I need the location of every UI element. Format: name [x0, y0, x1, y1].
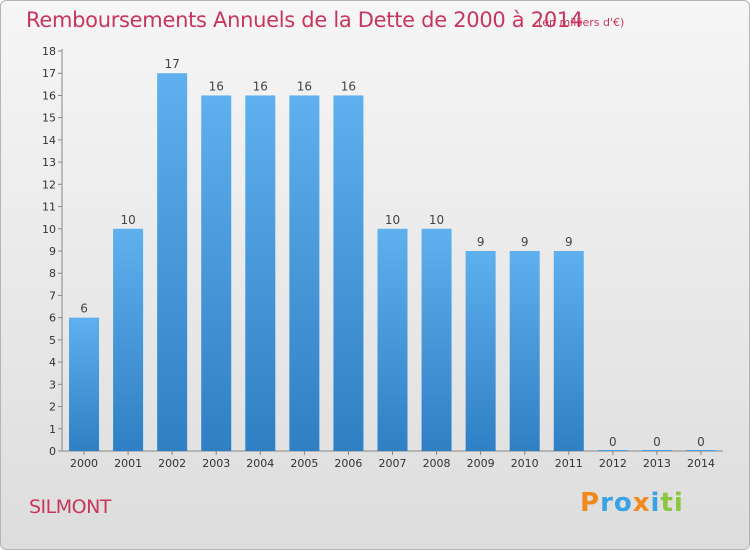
x-tick-label: 2007	[379, 457, 407, 470]
town-name: SILMONT	[29, 496, 111, 518]
bar	[113, 228, 144, 451]
chart-title: Remboursements Annuels de la Dette de 20…	[26, 8, 583, 32]
y-tick-label: 17	[42, 67, 56, 80]
y-tick-label: 2	[49, 401, 56, 414]
chart-subtitle: (en milliers d'€)	[538, 16, 625, 29]
bar	[69, 317, 100, 451]
bar	[289, 95, 320, 451]
logo-letter: i	[650, 488, 661, 518]
bar-value-label: 10	[385, 213, 400, 227]
x-tick-label: 2006	[334, 457, 362, 470]
bar	[157, 73, 188, 451]
logo-letter: P	[580, 488, 601, 518]
x-tick-label: 2004	[246, 457, 274, 470]
logo-letter: i	[673, 488, 684, 518]
bar	[421, 228, 452, 451]
bar-value-label: 9	[477, 235, 485, 249]
bar-value-label: 6	[80, 302, 88, 316]
logo-letter: t	[660, 488, 674, 518]
x-tick-label: 2002	[158, 457, 186, 470]
bar	[333, 95, 364, 451]
y-tick-label: 14	[42, 134, 56, 147]
x-tick-label: 2011	[555, 457, 583, 470]
y-tick-label: 9	[49, 245, 56, 258]
bar-value-label: 17	[165, 57, 180, 71]
bar-value-label: 16	[253, 79, 268, 93]
y-tick-label: 15	[42, 112, 56, 125]
bar-value-label: 0	[609, 435, 617, 449]
x-tick-label: 2001	[114, 457, 142, 470]
y-tick-label: 11	[42, 201, 56, 214]
x-tick-label: 2009	[467, 457, 495, 470]
proxiti-logo: Proxiti	[580, 488, 684, 518]
bar	[377, 228, 408, 451]
y-tick-label: 5	[49, 334, 56, 347]
bar	[465, 251, 496, 451]
bar-value-label: 16	[209, 79, 224, 93]
bar-value-label: 10	[429, 213, 444, 227]
bar-value-label: 16	[297, 79, 312, 93]
y-tick-label: 7	[49, 289, 56, 302]
y-tick-label: 3	[49, 378, 56, 391]
bar	[553, 251, 584, 451]
bar-value-label: 0	[653, 435, 661, 449]
x-tick-label: 2013	[643, 457, 671, 470]
bar-value-label: 10	[120, 213, 135, 227]
x-tick-label: 2005	[290, 457, 318, 470]
x-tick-label: 2012	[599, 457, 627, 470]
y-tick-label: 18	[42, 45, 56, 58]
x-tick-label: 2014	[687, 457, 715, 470]
x-tick-label: 2008	[423, 457, 451, 470]
y-tick-label: 16	[42, 89, 56, 102]
y-tick-label: 8	[49, 267, 56, 280]
y-tick-label: 6	[49, 312, 56, 325]
y-tick-label: 13	[42, 156, 56, 169]
bar	[201, 95, 232, 451]
bar-value-label: 9	[521, 235, 529, 249]
bar	[509, 251, 540, 451]
x-tick-label: 2003	[202, 457, 230, 470]
bar-value-label: 0	[697, 435, 705, 449]
y-tick-label: 4	[49, 356, 56, 369]
y-tick-label: 1	[49, 423, 56, 436]
logo-letter: r	[600, 488, 614, 518]
bar-value-label: 16	[341, 79, 356, 93]
bar	[245, 95, 276, 451]
logo-letter: o	[613, 488, 633, 518]
x-tick-label: 2000	[70, 457, 98, 470]
logo-letter: x	[632, 488, 651, 518]
bar-value-label: 9	[565, 235, 573, 249]
y-tick-label: 0	[49, 445, 56, 458]
y-tick-label: 10	[42, 223, 56, 236]
y-tick-label: 12	[42, 178, 56, 191]
x-tick-label: 2010	[511, 457, 539, 470]
